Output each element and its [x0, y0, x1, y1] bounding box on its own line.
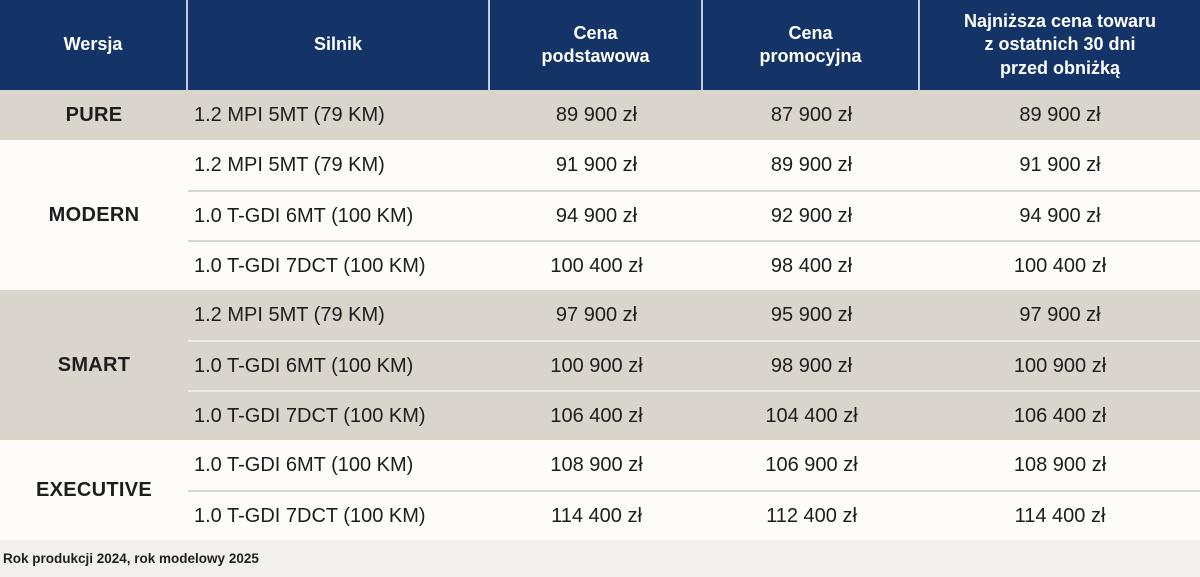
- base-price-cell: 91 900 zł: [555, 153, 638, 176]
- base-price-cell: 89 900 zł: [555, 103, 638, 126]
- engine-cell: 1.0 T-GDI 6MT (100 KM): [194, 204, 414, 227]
- version-label: MODERN: [48, 203, 140, 226]
- section-executive: EXECUTIVE 1.0 T-GDI 6MT (100 KM) 108 900…: [0, 440, 1200, 540]
- engine-cell: 1.2 MPI 5MT (79 KM): [194, 103, 385, 126]
- lowest-price-cell: 106 400 zł: [1013, 404, 1107, 427]
- table-header-row: Wersja Silnik Cena podstawowa Cena promo…: [0, 0, 1200, 90]
- table-row: 1.2 MPI 5MT (79 KM) 91 900 zł 89 900 zł …: [188, 140, 1200, 190]
- lowest-price-cell: 94 900 zł: [1019, 204, 1101, 227]
- table-row: 1.0 T-GDI 6MT (100 KM) 94 900 zł 92 900 …: [188, 190, 1200, 240]
- lowest-price-cell: 91 900 zł: [1019, 153, 1101, 176]
- base-price-cell: 108 900 zł: [550, 453, 643, 476]
- table-row: 1.0 T-GDI 7DCT (100 KM) 114 400 zł 112 4…: [188, 490, 1200, 540]
- lowest-price-cell: 114 400 zł: [1014, 504, 1106, 527]
- promo-price-cell: 87 900 zł: [770, 103, 853, 126]
- engine-cell: 1.0 T-GDI 7DCT (100 KM): [194, 404, 426, 427]
- base-price-cell: 94 900 zł: [555, 204, 638, 227]
- promo-price-cell: 92 900 zł: [770, 204, 853, 227]
- base-price-cell: 100 900 zł: [550, 354, 643, 377]
- table-row: 1.0 T-GDI 6MT (100 KM) 100 900 zł 98 900…: [188, 340, 1200, 390]
- column-header-cena-promocyjna: Cena promocyjna: [703, 0, 920, 90]
- section-pure: PURE 1.2 MPI 5MT (79 KM) 89 900 zł 87 90…: [0, 90, 1200, 140]
- base-price-cell: 106 400 zł: [550, 404, 643, 427]
- engine-cell: 1.0 T-GDI 7DCT (100 KM): [194, 254, 426, 277]
- base-price-cell: 100 400 zł: [550, 254, 643, 277]
- section-smart: SMART 1.2 MPI 5MT (79 KM) 97 900 zł 95 9…: [0, 290, 1200, 440]
- engine-cell: 1.2 MPI 5MT (79 KM): [194, 153, 385, 176]
- footnote-bar: Rok produkcji 2024, rok modelowy 2025: [0, 540, 1200, 577]
- lowest-price-cell: 108 900 zł: [1013, 453, 1107, 476]
- version-label: EXECUTIVE: [35, 478, 153, 501]
- version-label: SMART: [57, 353, 131, 376]
- engine-cell: 1.0 T-GDI 6MT (100 KM): [194, 453, 414, 476]
- promo-price-cell: 95 900 zł: [770, 303, 853, 326]
- promo-price-cell: 89 900 zł: [770, 153, 853, 176]
- promo-price-cell: 98 900 zł: [770, 354, 853, 377]
- promo-price-cell: 106 900 zł: [765, 453, 858, 476]
- engine-cell: 1.2 MPI 5MT (79 KM): [194, 303, 385, 326]
- lowest-price-cell: 100 400 zł: [1013, 254, 1107, 277]
- section-modern: MODERN 1.2 MPI 5MT (79 KM) 91 900 zł 89 …: [0, 140, 1200, 290]
- engine-cell: 1.0 T-GDI 6MT (100 KM): [194, 354, 414, 377]
- column-header-najnizsza-cena: Najniższa cena towaru z ostatnich 30 dni…: [963, 11, 1157, 78]
- column-header-cena-podstawowa: Cena podstawowa: [490, 0, 703, 90]
- lowest-price-cell: 89 900 zł: [1019, 103, 1101, 126]
- base-price-cell: 97 900 zł: [555, 303, 638, 326]
- footnote-text: Rok produkcji 2024, rok modelowy 2025: [3, 551, 259, 566]
- promo-price-cell: 112 400 zł: [766, 504, 857, 527]
- lowest-price-cell: 100 900 zł: [1013, 354, 1107, 377]
- column-header-wersja: Wersja: [0, 0, 188, 90]
- table-row: 1.0 T-GDI 7DCT (100 KM) 100 400 zł 98 40…: [188, 240, 1200, 290]
- engine-cell: 1.0 T-GDI 7DCT (100 KM): [194, 504, 426, 527]
- column-header-silnik: Silnik: [188, 0, 490, 90]
- table-row: 1.0 T-GDI 7DCT (100 KM) 106 400 zł 104 4…: [188, 390, 1200, 440]
- promo-price-cell: 104 400 zł: [765, 404, 858, 427]
- base-price-cell: 114 400 zł: [551, 504, 642, 527]
- table-row: 1.2 MPI 5MT (79 KM) 89 900 zł 87 900 zł …: [188, 90, 1200, 140]
- promo-price-cell: 98 400 zł: [770, 254, 853, 277]
- lowest-price-cell: 97 900 zł: [1019, 303, 1101, 326]
- table-row: 1.2 MPI 5MT (79 KM) 97 900 zł 95 900 zł …: [188, 290, 1200, 340]
- version-label: PURE: [65, 103, 123, 126]
- table-row: 1.0 T-GDI 6MT (100 KM) 108 900 zł 106 90…: [188, 440, 1200, 490]
